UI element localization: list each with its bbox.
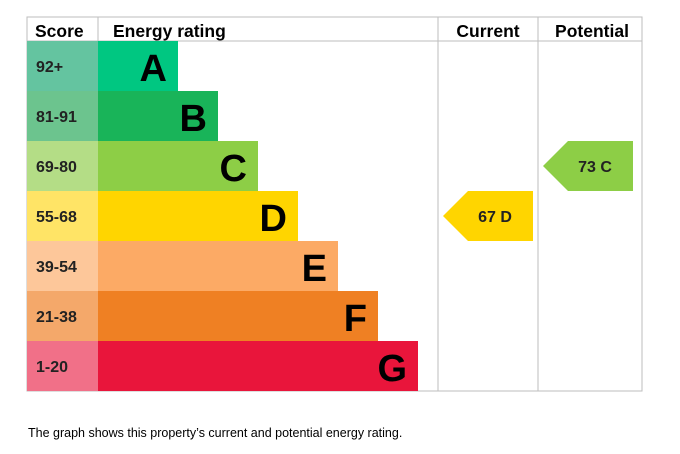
score-label-d: 55-68: [36, 209, 77, 226]
rating-bar-c: [98, 141, 258, 191]
rating-letter-g: G: [377, 348, 407, 390]
score-cell-f: [27, 291, 98, 341]
score-cell-g: [27, 341, 98, 391]
column-headers: Score Energy rating Current Potential: [35, 21, 629, 41]
rating-bar-a: [98, 41, 178, 91]
rating-letter-f: F: [344, 298, 367, 340]
chart-caption: The graph shows this property’s current …: [28, 426, 403, 440]
score-cell-a: [27, 41, 98, 91]
potential-rating-label: 73 C: [578, 159, 612, 176]
rating-bar-g: [98, 341, 418, 391]
score-label-e: 39-54: [36, 259, 77, 276]
rating-letter-e: E: [302, 248, 327, 290]
score-label-b: 81-91: [36, 109, 77, 126]
score-cell-c: [27, 141, 98, 191]
rating-bar-e: [98, 241, 338, 291]
rating-arrows: 67 D 73 C: [443, 141, 633, 241]
rating-bands: 92+ A 81-91 B 69-80 C 55-68 D 39-54 E 21-38 F 1-20 G: [27, 41, 418, 391]
rating-bar-f: [98, 291, 378, 341]
score-cell-d: [27, 191, 98, 241]
score-cell-e: [27, 241, 98, 291]
score-label-a: 92+: [36, 59, 63, 76]
header-current: Current: [456, 21, 519, 41]
header-energy-rating: Energy rating: [113, 21, 226, 41]
current-rating-label: 67 D: [478, 209, 512, 226]
header-score: Score: [35, 21, 84, 41]
rating-bar-b: [98, 91, 218, 141]
rating-letter-d: D: [260, 198, 287, 240]
header-potential: Potential: [555, 21, 629, 41]
score-label-c: 69-80: [36, 159, 77, 176]
rating-letter-c: C: [220, 148, 247, 190]
energy-rating-chart: 92+ A81-91 B69-80 C55-68 D39-54 E21-38 F1-20 G …: [26, 16, 643, 392]
score-cell-b: [27, 91, 98, 141]
rating-bar-d: [98, 191, 298, 241]
current-arrow: [443, 191, 533, 241]
potential-arrow: [543, 141, 633, 191]
rating-letter-a: A: [140, 48, 167, 90]
score-label-g: 1-20: [36, 359, 68, 376]
rating-letter-b: B: [180, 98, 207, 140]
score-label-f: 21-38: [36, 309, 77, 326]
